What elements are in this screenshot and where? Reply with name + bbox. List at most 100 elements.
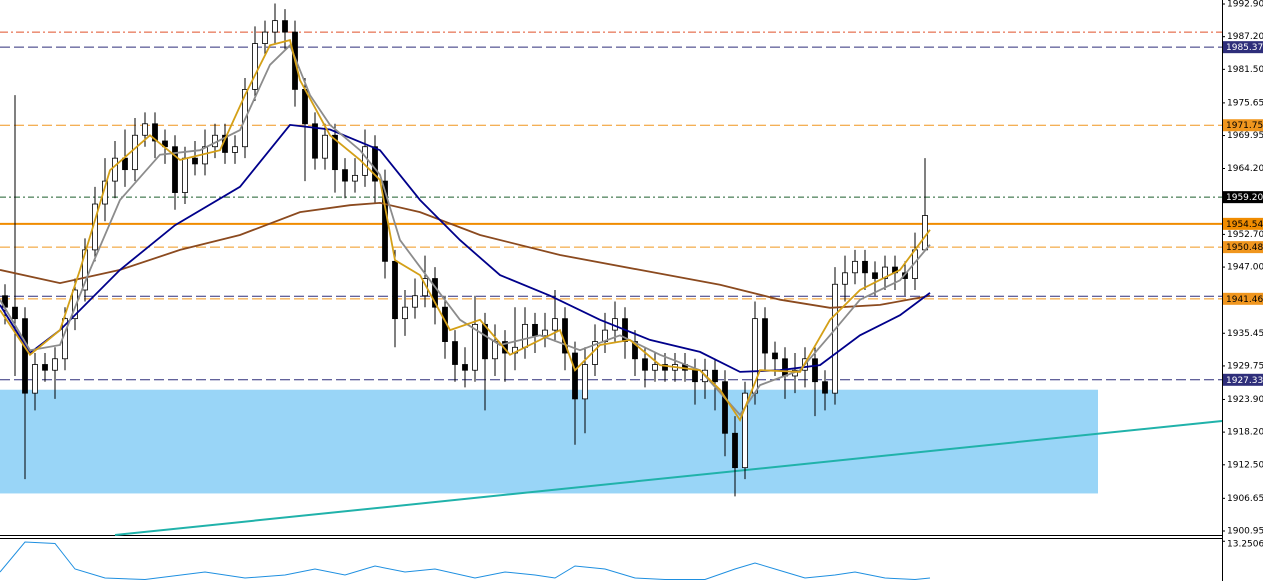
candle-body <box>742 392 748 469</box>
candle-body <box>332 134 338 171</box>
candle-body <box>692 369 698 383</box>
candle-body <box>232 146 238 153</box>
candle-body <box>582 364 588 400</box>
y-tick-label: 1912.50 <box>1227 460 1263 470</box>
candle-body <box>882 266 888 279</box>
candle-body <box>472 323 478 371</box>
candle-body <box>842 272 848 285</box>
candle-body <box>872 272 878 279</box>
candle-body <box>402 306 408 320</box>
candle-body <box>122 157 128 171</box>
candle-body <box>532 323 538 337</box>
candle-body <box>782 358 788 377</box>
candle-body <box>522 323 528 348</box>
candle-body <box>412 295 418 308</box>
candle-body <box>772 352 778 360</box>
level-label-box <box>1223 241 1263 254</box>
candle-body <box>252 43 258 90</box>
level-label-box <box>1223 373 1263 386</box>
candle-body <box>572 352 578 400</box>
candle-body <box>852 260 858 274</box>
level-label: 1927.33 <box>1226 376 1263 386</box>
level-label-box <box>1223 119 1263 132</box>
indicator-tick-label: 13.2506 <box>1227 540 1263 550</box>
candle-body <box>492 341 498 360</box>
candle-body <box>732 432 738 469</box>
candle-body <box>832 283 838 394</box>
candle-body <box>452 341 458 365</box>
y-tick-label: 1947.00 <box>1227 263 1263 273</box>
level-label: 1985.37 <box>1226 43 1263 53</box>
y-tick-label: 1969.95 <box>1227 131 1263 141</box>
y-tick-label: 1918.20 <box>1227 428 1263 438</box>
trendline <box>114 419 1223 536</box>
candle-body <box>52 358 58 371</box>
candle-body <box>342 169 348 182</box>
y-tick-label: 1975.65 <box>1227 98 1263 108</box>
candle-body <box>352 174 358 182</box>
candle-body <box>322 134 328 159</box>
candle-body <box>282 20 288 33</box>
y-tick-label: 1992.90 <box>1227 0 1263 10</box>
level-label-box <box>1223 41 1263 54</box>
y-tick-label: 1964.20 <box>1227 164 1263 174</box>
candle-body <box>372 146 378 182</box>
candle-body <box>542 329 548 337</box>
moving-average <box>0 201 931 309</box>
level-label-box <box>1223 191 1263 204</box>
candle-body <box>192 157 198 165</box>
candle-body <box>12 306 18 320</box>
candle-body <box>132 134 138 171</box>
level-label: 1950.48 <box>1226 243 1263 253</box>
y-tick-label: 1981.50 <box>1227 65 1263 75</box>
y-tick-label: 1929.75 <box>1227 361 1263 371</box>
moving-average <box>0 39 931 423</box>
level-label: 1954.54 <box>1226 220 1263 230</box>
level-label: 1941.46 <box>1226 295 1263 305</box>
candle-body <box>32 364 38 394</box>
candle-body <box>172 146 178 193</box>
level-label-box <box>1223 292 1263 305</box>
candle-body <box>22 318 28 394</box>
candle-body <box>822 381 828 394</box>
candle-body <box>722 381 728 434</box>
candle-body <box>42 364 48 371</box>
candle-body <box>762 318 768 354</box>
level-label: 1959.20 <box>1226 193 1263 203</box>
candle-body <box>552 318 558 331</box>
candle-body <box>182 157 188 193</box>
candle-body <box>662 364 668 371</box>
candle-body <box>142 123 148 136</box>
candle-body <box>82 249 88 291</box>
candle-body <box>72 289 78 320</box>
level-label-box <box>1223 217 1263 230</box>
y-tick-label: 1987.20 <box>1227 32 1263 42</box>
candle-body <box>462 364 468 371</box>
candle-body <box>312 123 318 159</box>
candle-body <box>632 341 638 360</box>
candle-body <box>812 358 818 383</box>
candle-body <box>652 364 658 371</box>
candle-body <box>362 146 368 176</box>
candle-body <box>262 31 268 44</box>
candle-body <box>862 260 868 274</box>
level-label: 1971.75 <box>1226 121 1263 131</box>
candle-body <box>272 20 278 33</box>
candle-body <box>112 157 118 182</box>
y-tick-label: 1952.70 <box>1227 230 1263 240</box>
y-tick-label: 1900.95 <box>1227 526 1263 536</box>
candle-body <box>432 278 438 308</box>
candle-body <box>642 358 648 371</box>
indicator-line <box>0 541 931 581</box>
zone <box>0 389 1098 494</box>
y-tick-label: 1906.65 <box>1227 494 1263 504</box>
candle-body <box>302 89 308 125</box>
moving-average <box>0 43 931 417</box>
candle-body <box>712 369 718 383</box>
candle-body <box>152 123 158 142</box>
moving-average <box>0 123 931 373</box>
y-tick-label: 1923.90 <box>1227 395 1263 405</box>
y-tick-label: 1935.45 <box>1227 329 1263 339</box>
candle-body <box>482 323 488 360</box>
